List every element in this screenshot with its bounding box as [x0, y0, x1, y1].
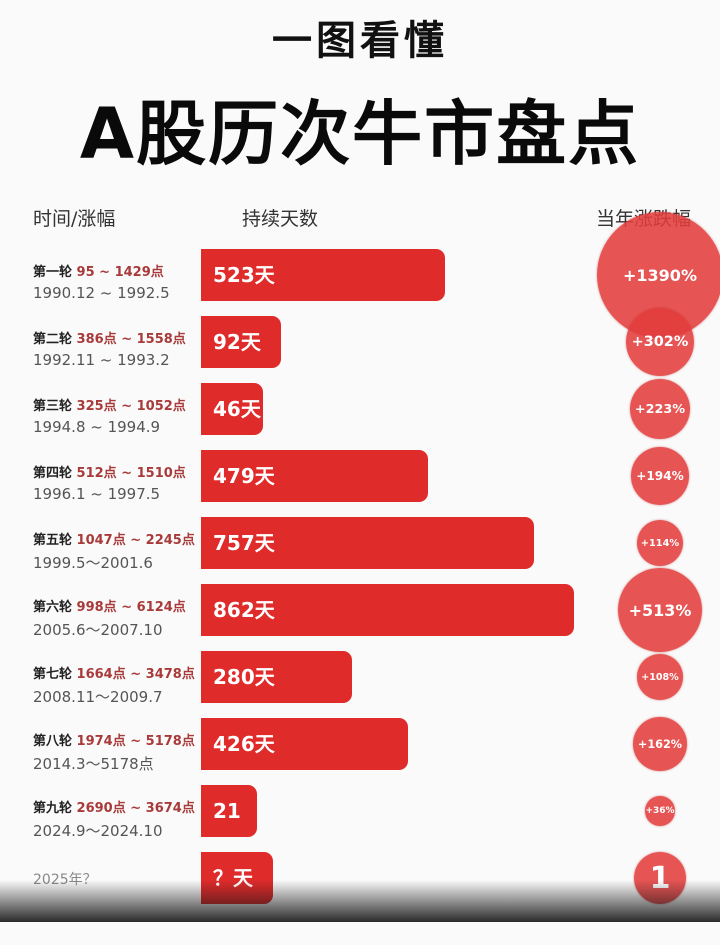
round-label: 第八轮 1974点 ~ 5178点	[33, 730, 195, 749]
round-name: 第三轮	[33, 399, 73, 414]
round-label: 第六轮 998点 ~ 6124点	[33, 596, 186, 615]
chart-row: 第六轮 998点 ~ 6124点 2005.6～2007.10 862天 +513%	[0, 567, 720, 677]
round-label: 第五轮 1047点 ~ 2245点	[33, 529, 195, 548]
change-bubble: +36%	[645, 796, 675, 826]
period-label: 2005.6～2007.10	[33, 621, 163, 639]
period-label: 1996.1 ~ 1997.5	[33, 485, 161, 503]
index-range: 998点 ~ 6124点	[76, 600, 186, 615]
round-name: 第九轮	[33, 801, 73, 816]
round-name: 第八轮	[33, 734, 73, 749]
chart-row: 第一轮 95 ~ 1429点 1990.12 ~ 1992.5 523天 +1390%	[0, 211, 720, 342]
duration-bar: 426天	[201, 718, 408, 770]
chart-row: 第四轮 512点 ~ 1510点 1996.1 ~ 1997.5 479天 +194%	[0, 447, 720, 543]
change-bubble: +114%	[636, 519, 684, 567]
round-label: 第一轮 95 ~ 1429点	[33, 261, 164, 280]
change-bubble: +302%	[625, 307, 695, 377]
round-name: 第四轮	[33, 466, 73, 481]
round-name: 第二轮	[33, 332, 73, 347]
index-range: 1974点 ~ 5178点	[76, 734, 195, 749]
change-bubble: +162%	[633, 717, 687, 771]
column-header-time: 时间/涨幅	[33, 208, 116, 230]
period-label: 2024.9～2024.10	[33, 822, 163, 840]
duration-bar: 862天	[201, 584, 574, 636]
period-label: 1994.8 ~ 1994.9	[33, 418, 161, 436]
round-label: 第七轮 1664点 ~ 3478点	[33, 663, 195, 682]
round-label: 第二轮 386点 ~ 1558点	[33, 328, 186, 347]
index-range: 1047点 ~ 2245点	[76, 533, 195, 548]
duration-bar: 523天	[201, 249, 445, 301]
duration-bar: 280天	[201, 651, 353, 703]
bottom-shade	[0, 880, 720, 922]
change-bubble: +223%	[629, 378, 691, 440]
duration-bar: 479天	[201, 450, 429, 502]
round-label: 第三轮 325点 ~ 1052点	[33, 395, 186, 414]
change-bubble: +108%	[637, 654, 683, 700]
index-range: 1664点 ~ 3478点	[76, 667, 195, 682]
duration-bar: 21天	[201, 785, 257, 875]
index-range: 386点 ~ 1558点	[76, 332, 186, 347]
chart-row: 第二轮 386点 ~ 1558点 1992.11 ~ 1993.2 92天 +302%	[0, 307, 720, 409]
index-range: 512点 ~ 1510点	[76, 466, 186, 481]
period-label: 1999.5～2001.6	[33, 554, 153, 572]
page-title: A股历次牛市盘点	[79, 93, 641, 175]
chart-row: 第七轮 1664点 ~ 3478点 2008.11～2009.7 280天 +108%	[0, 651, 720, 744]
period-label: 1992.11 ~ 1993.2	[33, 351, 170, 369]
period-label: 2008.11～2009.7	[33, 688, 163, 706]
subtitle: 一图看懂	[272, 18, 448, 64]
change-bubble: +513%	[617, 567, 703, 653]
round-name: 第七轮	[33, 667, 73, 682]
period-label: 1990.12 ~ 1992.5	[33, 284, 170, 302]
duration-bar: 46天	[201, 383, 264, 435]
round-name: 第五轮	[33, 533, 73, 548]
chart-row: 第八轮 1974点 ~ 5178点 2014.3～5178点 426天 +162%	[0, 717, 720, 811]
round-label: 第九轮 2690点 ~ 3674点	[33, 797, 195, 816]
round-name: 第一轮	[33, 265, 73, 280]
chart-row: 第三轮 325点 ~ 1052点 1994.8 ~ 1994.9 46天 +223%	[0, 378, 720, 476]
chart-row: 第五轮 1047点 ~ 2245点 1999.5～2001.6 757天 +114%	[0, 517, 720, 610]
period-label: 2014.3～5178点	[33, 755, 154, 773]
chart-row: 第九轮 2690点 ~ 3674点 2024.9～2024.10 21天 +36%	[0, 785, 720, 878]
index-range: 2690点 ~ 3674点	[76, 801, 195, 816]
change-bubble: +194%	[631, 447, 689, 505]
round-name: 第六轮	[33, 600, 73, 615]
duration-bar: 92天	[201, 316, 281, 368]
index-range: 325点 ~ 1052点	[76, 399, 186, 414]
index-range: 95 ~ 1429点	[76, 265, 164, 280]
round-label: 第四轮 512点 ~ 1510点	[33, 462, 186, 481]
duration-bar: 757天	[201, 517, 534, 569]
column-header-days: 持续天数	[242, 208, 319, 230]
